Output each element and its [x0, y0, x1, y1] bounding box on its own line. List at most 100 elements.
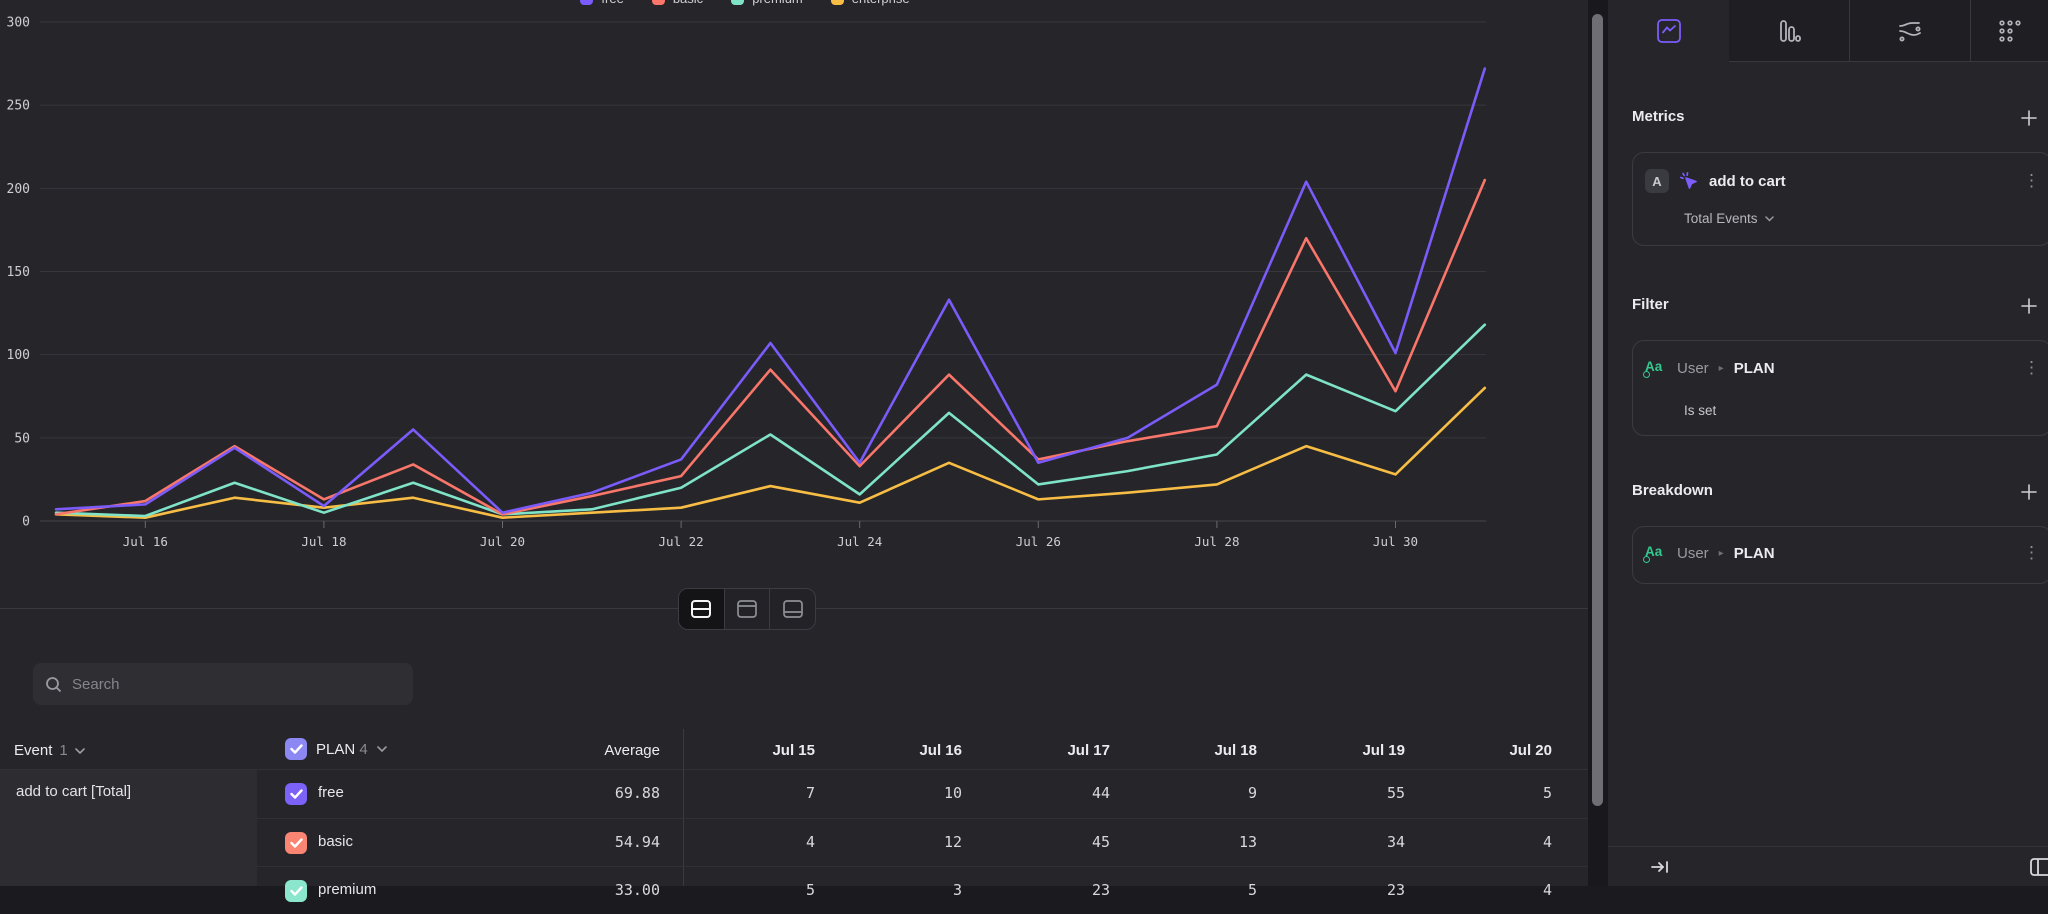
- row-average: 54.94: [440, 833, 660, 851]
- plan-column-header[interactable]: PLAN 4: [285, 738, 387, 760]
- table-row-basic: basic 54.94 4 12 45 13 34 4: [257, 818, 1588, 866]
- row-value: 9: [1137, 784, 1257, 802]
- filter-title: Filter: [1632, 296, 1669, 313]
- breadcrumb-arrow-icon: ▸: [1719, 548, 1724, 559]
- vertical-scrollbar[interactable]: [1592, 14, 1603, 806]
- svg-text:50: 50: [14, 431, 30, 446]
- svg-text:Jul 16: Jul 16: [123, 534, 168, 549]
- metrics-title: Metrics: [1632, 108, 1685, 125]
- chevron-down-icon: [1765, 216, 1774, 222]
- average-column-header: Average: [440, 742, 660, 759]
- breakdown-table-section: Event 1 PLAN 4 Average Jul 15 Jul 16 Jul 1…: [0, 609, 1588, 886]
- chart-section: freebasicpremiumenterprise 0501001502002…: [0, 0, 1588, 609]
- line-chart-tab[interactable]: [1608, 0, 1729, 62]
- event-name-cell: add to cart [Total]: [16, 783, 131, 800]
- svg-text:300: 300: [7, 16, 30, 31]
- filter-condition[interactable]: Is set: [1684, 403, 1716, 418]
- metric-options-icon[interactable]: ⋮: [2023, 171, 2039, 191]
- breakdown-property: PLAN: [1734, 545, 1775, 562]
- date-column-header: Jul 18: [1127, 742, 1257, 759]
- metric-card[interactable]: A add to cart ⋮ Total Events: [1632, 152, 2048, 246]
- breakdown-card[interactable]: Aa User ▸ PLAN ⋮: [1632, 526, 2048, 584]
- row-value: 34: [1285, 833, 1405, 851]
- row-label: premium: [318, 881, 376, 898]
- row-value: 12: [842, 833, 962, 851]
- table-row-premium: premium 33.00 5 3 23 5 23 4: [257, 866, 1588, 914]
- filter-options-icon[interactable]: ⋮: [2023, 358, 2039, 378]
- query-panel: Metrics A add to cart ⋮ Total Events Fil…: [1608, 0, 2048, 886]
- flow-tab[interactable]: [1850, 0, 1971, 62]
- event-count: 1: [59, 742, 67, 759]
- row-value: 5: [1432, 784, 1552, 802]
- row-value: 23: [1285, 881, 1405, 899]
- apps-grid-icon: [1997, 18, 2023, 44]
- row-value: 4: [695, 833, 815, 851]
- row-value: 5: [695, 881, 815, 899]
- text-property-icon: Aa: [1645, 359, 1667, 377]
- panel-tabbar: [1608, 0, 2048, 62]
- date-column-header: Jul 17: [980, 742, 1110, 759]
- row-value: 45: [990, 833, 1110, 851]
- apps-grid-tab[interactable]: [1971, 0, 2048, 62]
- add-breakdown-button[interactable]: [2020, 483, 2038, 501]
- svg-text:200: 200: [7, 182, 30, 197]
- collapse-panel-icon[interactable]: [1650, 858, 1670, 876]
- metric-event-name: add to cart: [1709, 173, 1786, 190]
- row-value: 4: [1432, 833, 1552, 851]
- row-value: 4: [1432, 881, 1552, 899]
- panel-footer: [1608, 846, 2048, 886]
- svg-text:100: 100: [7, 348, 30, 363]
- date-column-header: Jul 19: [1275, 742, 1405, 759]
- row-average: 33.00: [440, 881, 660, 899]
- filter-scope: User: [1677, 360, 1709, 377]
- row-value: 44: [990, 784, 1110, 802]
- bar-chart-tab[interactable]: [1729, 0, 1850, 62]
- row-checkbox[interactable]: [285, 783, 307, 805]
- row-value: 55: [1285, 784, 1405, 802]
- row-value: 7: [695, 784, 815, 802]
- plan-count: 4: [359, 741, 367, 758]
- filter-card[interactable]: Aa User ▸ PLAN ⋮ Is set: [1632, 340, 2048, 436]
- add-filter-button[interactable]: [2020, 297, 2038, 315]
- search-input[interactable]: [72, 676, 401, 693]
- row-value: 13: [1137, 833, 1257, 851]
- panel-right-icon[interactable]: [2029, 857, 2048, 877]
- filter-property: PLAN: [1734, 360, 1775, 377]
- scrollbar-gutter: [1588, 0, 1608, 886]
- date-column-header: Jul 16: [832, 742, 962, 759]
- svg-text:250: 250: [7, 99, 30, 114]
- row-value: 3: [842, 881, 962, 899]
- plan-select-all-checkbox[interactable]: [285, 738, 307, 760]
- metric-aggregation-dropdown[interactable]: Total Events: [1684, 211, 1774, 226]
- metric-letter-badge: A: [1645, 169, 1669, 193]
- line-chart-icon: [1656, 18, 1682, 44]
- row-checkbox[interactable]: [285, 880, 307, 902]
- breakdown-title: Breakdown: [1632, 482, 1713, 499]
- row-value: 10: [842, 784, 962, 802]
- search-icon: [45, 676, 62, 693]
- table-header: Event 1 PLAN 4 Average Jul 15 Jul 16 Jul 1…: [0, 738, 1588, 770]
- date-column-header: Jul 15: [685, 742, 815, 759]
- row-average: 69.88: [440, 784, 660, 802]
- svg-text:Jul 30: Jul 30: [1373, 534, 1418, 549]
- event-click-icon: [1679, 171, 1699, 191]
- svg-text:Jul 20: Jul 20: [480, 534, 525, 549]
- svg-text:Jul 18: Jul 18: [301, 534, 346, 549]
- row-label: basic: [318, 833, 353, 850]
- svg-text:Jul 22: Jul 22: [659, 534, 704, 549]
- chevron-down-icon: [75, 748, 85, 754]
- row-checkbox[interactable]: [285, 832, 307, 854]
- breakdown-scope: User: [1677, 545, 1709, 562]
- row-value: 23: [990, 881, 1110, 899]
- add-metric-button[interactable]: [2020, 109, 2038, 127]
- breadcrumb-arrow-icon: ▸: [1719, 363, 1724, 374]
- svg-text:Jul 28: Jul 28: [1194, 534, 1239, 549]
- chevron-down-icon: [377, 746, 387, 752]
- breakdown-options-icon[interactable]: ⋮: [2023, 543, 2039, 563]
- date-column-header: Jul 20: [1422, 742, 1552, 759]
- svg-text:Jul 24: Jul 24: [837, 534, 882, 549]
- plan-header-label: PLAN: [316, 741, 355, 758]
- search-box: [33, 663, 413, 705]
- event-column-header[interactable]: Event 1: [14, 742, 85, 759]
- row-value: 5: [1137, 881, 1257, 899]
